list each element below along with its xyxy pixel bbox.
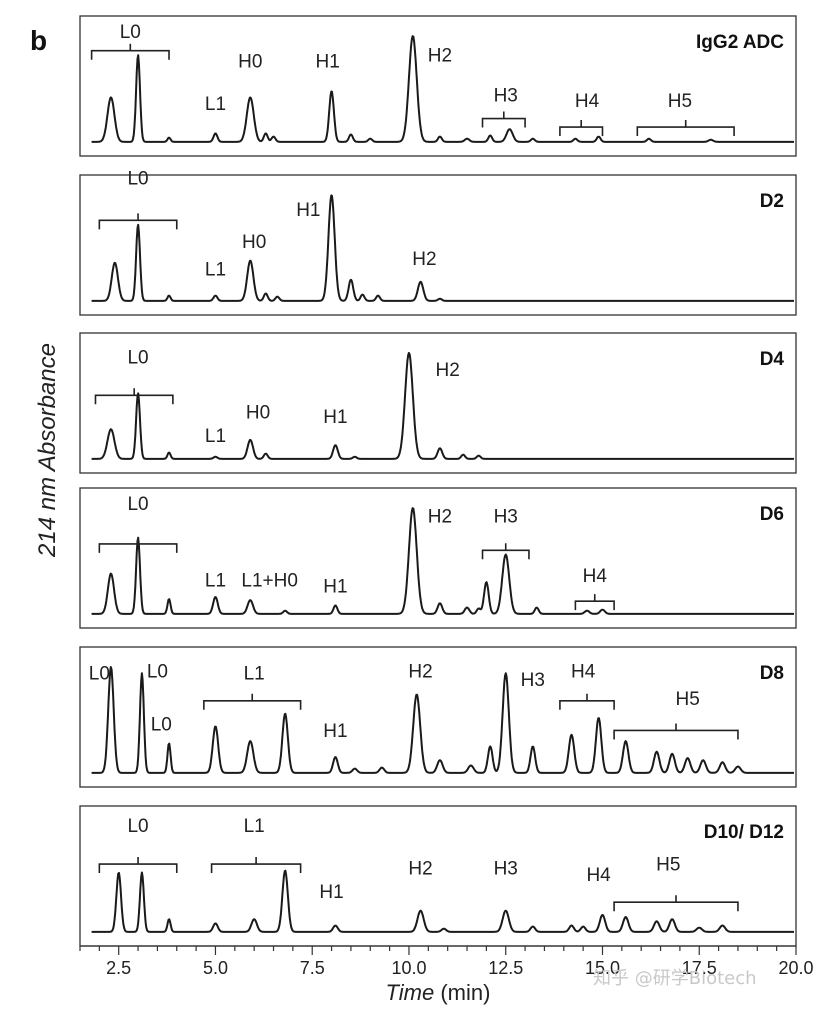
- peak-label: L0: [151, 714, 172, 735]
- x-axis-title-time: Time: [386, 980, 435, 1005]
- trace-line: [91, 869, 794, 933]
- peak-label: L1+H0: [241, 570, 298, 591]
- peak-label: L1: [205, 426, 226, 447]
- peak-label: L0: [127, 168, 148, 189]
- chart-panels: L0 H0 L1 H1 H2 H3 H4 H5 IgG2 ADC L0 L1 H0 H1 H2 D2 L0 L1…: [79, 15, 797, 947]
- peak-label: H2: [428, 45, 452, 66]
- panel-3: L0 L1 H0 H1 H2 D4: [79, 332, 797, 474]
- peak-label: H3: [521, 670, 545, 691]
- panel-5: L0 L0 L0 L1 H1 H2 H3 H4 H5 D8: [79, 646, 797, 788]
- peak-label: H2: [408, 661, 432, 682]
- figure-letter: b: [30, 25, 47, 56]
- peak-label: H1: [323, 721, 347, 742]
- peak-group-bracket: [481, 111, 526, 128]
- peak-label: L1: [205, 570, 226, 591]
- trace-line: [91, 351, 794, 460]
- peak-label: L0: [127, 347, 148, 368]
- peak-label: L1: [244, 816, 265, 837]
- peak-label: H1: [316, 52, 340, 73]
- peak-group-bracket: [613, 895, 739, 912]
- x-axis: 2.5 5.0 7.5 10.0 12.5 15.0 17.5 20.0: [79, 945, 814, 978]
- x-tick-label: 17.5: [682, 958, 717, 978]
- peak-label: H1: [296, 200, 320, 221]
- panel-1: L0 H0 L1 H1 H2 H3 H4 H5 IgG2 ADC: [79, 15, 797, 157]
- x-tick-label: 2.5: [106, 958, 131, 978]
- panel-frame: [79, 174, 797, 316]
- panel-title: D8: [760, 663, 784, 684]
- peak-group-bracket: [98, 536, 178, 553]
- peak-label: H1: [319, 882, 343, 903]
- peak-group-bracket: [559, 693, 615, 710]
- peak-group-bracket: [94, 388, 174, 405]
- peak-label: L0: [89, 664, 110, 685]
- x-tick-label: 7.5: [300, 958, 325, 978]
- panel-title: D10/ D12: [704, 822, 784, 843]
- panel-4: L0 L1 L1+H0 H1 H2 H3 H4 D6: [79, 487, 797, 629]
- peak-label: H0: [238, 52, 262, 73]
- peak-label: L1: [244, 664, 265, 685]
- peak-label: H1: [323, 577, 347, 598]
- peak-group-bracket: [481, 543, 530, 560]
- peak-label: H2: [436, 360, 460, 381]
- peak-group-bracket: [90, 43, 170, 60]
- peak-group-bracket: [574, 594, 615, 611]
- peak-label: H0: [246, 403, 270, 424]
- peak-label: H5: [675, 689, 699, 710]
- trace-line: [91, 507, 794, 615]
- panel-title: IgG2 ADC: [696, 32, 784, 53]
- watermark: 知乎 @研学Biotech: [593, 968, 757, 989]
- panel-title: D2: [760, 191, 784, 212]
- peak-label: H2: [408, 859, 432, 880]
- x-axis-title-unit: (min): [434, 980, 490, 1005]
- peak-label: H4: [583, 566, 608, 587]
- peak-label: H3: [494, 86, 518, 107]
- peak-label: L0: [127, 494, 148, 515]
- panel-2: L0 L1 H0 H1 H2 D2: [79, 168, 797, 316]
- x-tick-label: 5.0: [203, 958, 228, 978]
- trace-line: [91, 194, 794, 302]
- peak-label: L1: [205, 259, 226, 280]
- trace-line: [91, 666, 794, 774]
- peak-label: H2: [428, 507, 452, 528]
- trace-line: [91, 35, 794, 143]
- peak-group-bracket: [210, 857, 302, 874]
- peak-label: L0: [127, 816, 148, 837]
- peak-group-bracket: [98, 857, 178, 874]
- x-tick-label: 12.5: [488, 958, 523, 978]
- peak-label: H3: [494, 859, 518, 880]
- panel-frame: [79, 15, 797, 157]
- panel-title: D6: [760, 504, 784, 525]
- peak-label: H0: [242, 232, 266, 253]
- peak-label: H4: [586, 865, 611, 886]
- panel-frame: [79, 805, 797, 947]
- panel-frame: [79, 646, 797, 788]
- peak-label: L0: [120, 22, 141, 43]
- peak-group-bracket: [613, 723, 739, 740]
- peak-group-bracket: [203, 693, 302, 710]
- x-tick-label: 20.0: [778, 958, 813, 978]
- peak-label: L0: [147, 661, 168, 682]
- x-tick-label: 15.0: [585, 958, 620, 978]
- peak-label: H5: [668, 91, 692, 112]
- x-tick-label: 10.0: [391, 958, 426, 978]
- peak-label: H3: [494, 507, 518, 528]
- peak-label: L1: [205, 94, 226, 115]
- peak-label: H1: [323, 407, 347, 428]
- peak-label: H5: [656, 854, 680, 875]
- panel-title: D4: [760, 349, 785, 370]
- peak-label: H4: [575, 91, 600, 112]
- panel-6: L0 L1 H1 H2 H3 H4 H5 D10/ D12: [79, 805, 797, 947]
- y-axis-title: 214 nm Absorbance: [34, 343, 61, 558]
- peak-group-bracket: [98, 213, 178, 230]
- peak-label: H2: [412, 249, 436, 270]
- peak-label: H4: [571, 661, 596, 682]
- peak-group-bracket: [636, 120, 735, 137]
- peak-group-bracket: [559, 120, 604, 137]
- x-axis-title: Time (min): [386, 980, 491, 1005]
